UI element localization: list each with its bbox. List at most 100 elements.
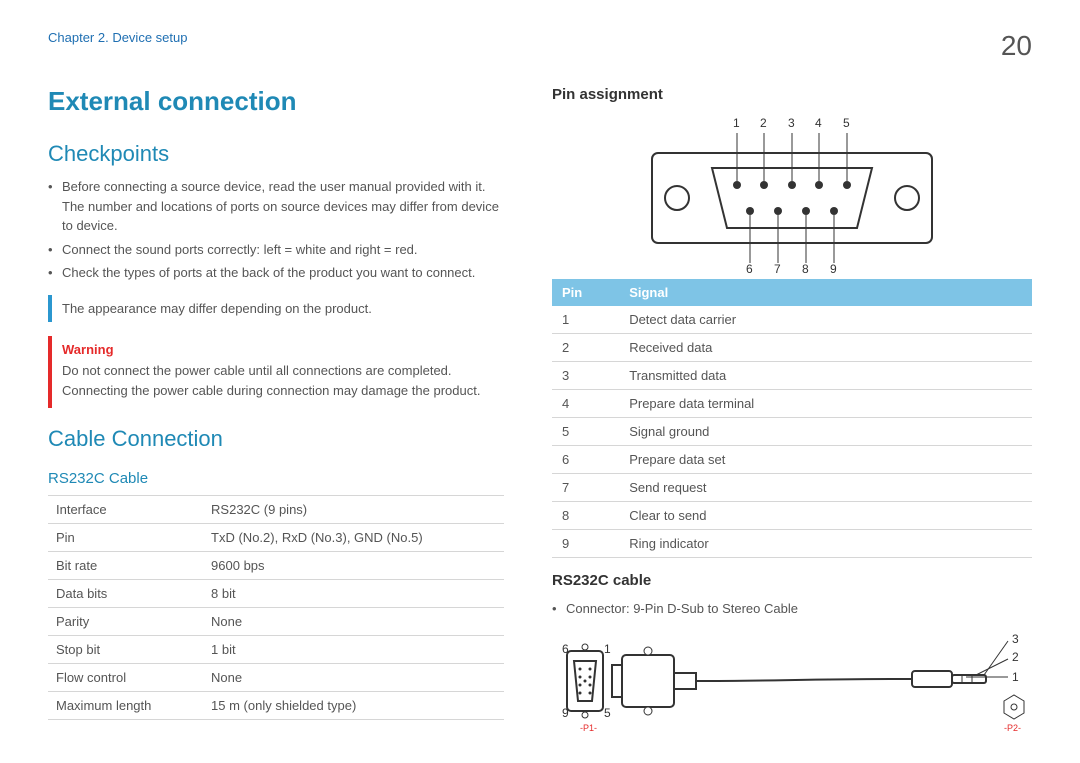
table-row: 8Clear to send (552, 502, 1032, 530)
table-row: Data bits8 bit (48, 580, 504, 608)
pin-label: 2 (760, 116, 767, 130)
rs232c-cable2-heading: RS232C cable (552, 572, 1032, 589)
pin-num: 7 (552, 474, 619, 502)
cable-label: 6 (562, 642, 569, 656)
table-row: 3Transmitted data (552, 362, 1032, 390)
pin-num: 2 (552, 334, 619, 362)
pin-table-body: 1Detect data carrier2Received data3Trans… (552, 306, 1032, 558)
spec-key: Bit rate (48, 552, 203, 580)
table-row: 6Prepare data set (552, 446, 1032, 474)
pin-diagram: 1 2 3 4 5 6 7 8 9 (612, 113, 972, 273)
spec-key: Stop bit (48, 636, 203, 664)
pin-label: 7 (774, 262, 781, 273)
pin-num: 3 (552, 362, 619, 390)
cable-diagram: 6 1 9 5 -P1- (552, 631, 1032, 741)
table-row: InterfaceRS232C (9 pins) (48, 496, 504, 524)
pin-assignment-heading: Pin assignment (552, 86, 1032, 103)
pin-num: 8 (552, 502, 619, 530)
pin-label: 6 (746, 262, 753, 273)
spec-val: None (203, 608, 504, 636)
note-text: The appearance may differ depending on t… (62, 301, 372, 316)
cable-label: 2 (1012, 650, 1019, 664)
cable-connection-heading: Cable Connection (48, 426, 504, 452)
pin-num: 9 (552, 530, 619, 558)
list-item: Check the types of ports at the back of … (48, 263, 504, 283)
spec-table: InterfaceRS232C (9 pins)PinTxD (No.2), R… (48, 495, 504, 720)
spec-key: Parity (48, 608, 203, 636)
checkpoints-list: Before connecting a source device, read … (48, 177, 504, 283)
pin-signal: Clear to send (619, 502, 1032, 530)
p1-label: -P1- (580, 723, 597, 733)
table-row: 2Received data (552, 334, 1032, 362)
right-column: Pin assignment (552, 86, 1032, 741)
table-row: ParityNone (48, 608, 504, 636)
p2-label: -P2- (1004, 723, 1021, 733)
pin-signal: Send request (619, 474, 1032, 502)
table-row: 1Detect data carrier (552, 306, 1032, 334)
table-header-pin: Pin (552, 279, 619, 306)
pin-signal: Prepare data set (619, 446, 1032, 474)
table-header-signal: Signal (619, 279, 1032, 306)
warning-label: Warning (62, 342, 494, 357)
pin-label: 3 (788, 116, 795, 130)
list-item: Connector: 9-Pin D-Sub to Stereo Cable (552, 599, 1032, 619)
list-item: Before connecting a source device, read … (48, 177, 504, 236)
chapter-label: Chapter 2. Device setup (48, 30, 187, 45)
content-columns: External connection Checkpoints Before c… (48, 86, 1032, 741)
cable-icon: 6 1 9 5 -P1- (552, 631, 1032, 741)
cable-label: 9 (562, 706, 569, 720)
table-row: Maximum length15 m (only shielded type) (48, 692, 504, 720)
spec-key: Pin (48, 524, 203, 552)
spec-val: 1 bit (203, 636, 504, 664)
spec-key: Interface (48, 496, 203, 524)
note-callout: The appearance may differ depending on t… (48, 295, 504, 322)
table-row: PinTxD (No.2), RxD (No.3), GND (No.5) (48, 524, 504, 552)
spec-key: Maximum length (48, 692, 203, 720)
spec-val: None (203, 664, 504, 692)
pin-num: 4 (552, 390, 619, 418)
checkpoints-heading: Checkpoints (48, 141, 504, 167)
cable-label: 5 (604, 706, 611, 720)
pin-label: 1 (733, 116, 740, 130)
table-row: 9Ring indicator (552, 530, 1032, 558)
pin-label: 9 (830, 262, 837, 273)
warning-body: Do not connect the power cable until all… (62, 361, 494, 403)
page-title: External connection (48, 86, 504, 117)
pin-signal: Signal ground (619, 418, 1032, 446)
page-header: Chapter 2. Device setup 20 (48, 30, 1032, 62)
table-row: Flow controlNone (48, 664, 504, 692)
table-row: 5Signal ground (552, 418, 1032, 446)
pin-signal: Transmitted data (619, 362, 1032, 390)
spec-key: Data bits (48, 580, 203, 608)
cable-label: 3 (1012, 632, 1019, 646)
spec-val: 8 bit (203, 580, 504, 608)
pin-signal-table: Pin Signal 1Detect data carrier2Received… (552, 279, 1032, 558)
pin-label: 4 (815, 116, 822, 130)
cable-label: 1 (1012, 670, 1019, 684)
warning-callout: Warning Do not connect the power cable u… (48, 336, 504, 409)
spec-key: Flow control (48, 664, 203, 692)
pin-signal: Received data (619, 334, 1032, 362)
spec-val: 9600 bps (203, 552, 504, 580)
spec-val: RS232C (9 pins) (203, 496, 504, 524)
list-item: Connect the sound ports correctly: left … (48, 240, 504, 260)
pin-signal: Detect data carrier (619, 306, 1032, 334)
spec-val: 15 m (only shielded type) (203, 692, 504, 720)
table-row: 4Prepare data terminal (552, 390, 1032, 418)
pin-signal: Ring indicator (619, 530, 1032, 558)
pin-num: 5 (552, 418, 619, 446)
cable-label: 1 (604, 642, 611, 656)
pin-signal: Prepare data terminal (619, 390, 1032, 418)
pin-label: 5 (843, 116, 850, 130)
rs232c-cable-heading: RS232C Cable (48, 470, 504, 487)
dsub-connector-icon: 1 2 3 4 5 6 7 8 9 (612, 113, 972, 273)
cable2-list: Connector: 9-Pin D-Sub to Stereo Cable (552, 599, 1032, 619)
spec-table-body: InterfaceRS232C (9 pins)PinTxD (No.2), R… (48, 496, 504, 720)
table-row: Stop bit1 bit (48, 636, 504, 664)
page-number: 20 (1001, 30, 1032, 62)
table-row: Bit rate9600 bps (48, 552, 504, 580)
spec-val: TxD (No.2), RxD (No.3), GND (No.5) (203, 524, 504, 552)
table-row: 7Send request (552, 474, 1032, 502)
pin-num: 1 (552, 306, 619, 334)
left-column: External connection Checkpoints Before c… (48, 86, 504, 741)
